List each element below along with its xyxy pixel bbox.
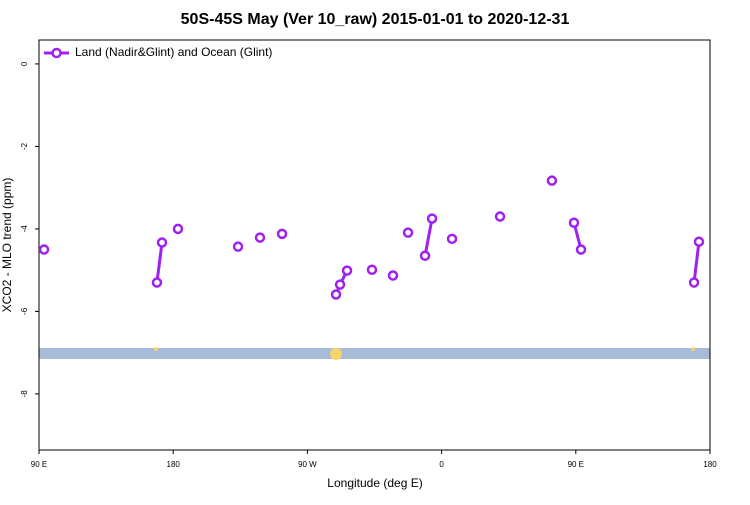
x-tick-label: 90 W (298, 460, 317, 469)
point (156, 237, 168, 248)
series-line (155, 242, 164, 283)
series-line (692, 241, 701, 283)
point (446, 233, 458, 245)
point (387, 270, 399, 281)
band-marker (691, 347, 695, 351)
point (330, 289, 342, 300)
surface-band (39, 348, 710, 359)
point (172, 223, 184, 235)
point (341, 265, 353, 276)
point (693, 236, 705, 247)
point (151, 277, 163, 288)
chart-title: 50S-45S May (Ver 10_raw) 2015-01-01 to 2… (181, 11, 570, 28)
point (494, 211, 506, 222)
legend-label: Land (Nadir&Glint) and Ocean (Glint) (75, 45, 272, 59)
band-marker (330, 348, 342, 360)
legend-marker (51, 47, 62, 59)
y-axis-label: XCO2 - MLO trend (ppm) (0, 178, 14, 313)
point (688, 277, 700, 288)
x-tick-label: 0 (439, 460, 444, 469)
y-tick-label: 0 (20, 61, 29, 66)
y-tick-label: -2 (20, 142, 29, 150)
point (254, 232, 266, 243)
point (334, 279, 346, 290)
plot-frame (38, 39, 711, 451)
band-marker (154, 347, 158, 351)
series-line (423, 218, 434, 257)
x-axis-label: Longitude (deg E) (327, 476, 422, 490)
x-tick-label: 180 (703, 460, 717, 469)
point (402, 227, 414, 238)
point (366, 264, 378, 275)
point (568, 217, 580, 228)
y-tick-label: -6 (20, 307, 29, 315)
y-tick-label: -8 (20, 390, 29, 398)
point (546, 175, 558, 186)
x-tick-label: 90 E (31, 460, 47, 469)
point (419, 250, 431, 261)
point (426, 213, 438, 224)
x-tick-label: 90 E (568, 460, 584, 469)
point (232, 241, 244, 252)
point (575, 244, 587, 255)
x-tick-label: 180 (167, 460, 181, 469)
point (276, 228, 288, 240)
y-tick-label: -4 (20, 225, 29, 233)
point (38, 244, 50, 255)
